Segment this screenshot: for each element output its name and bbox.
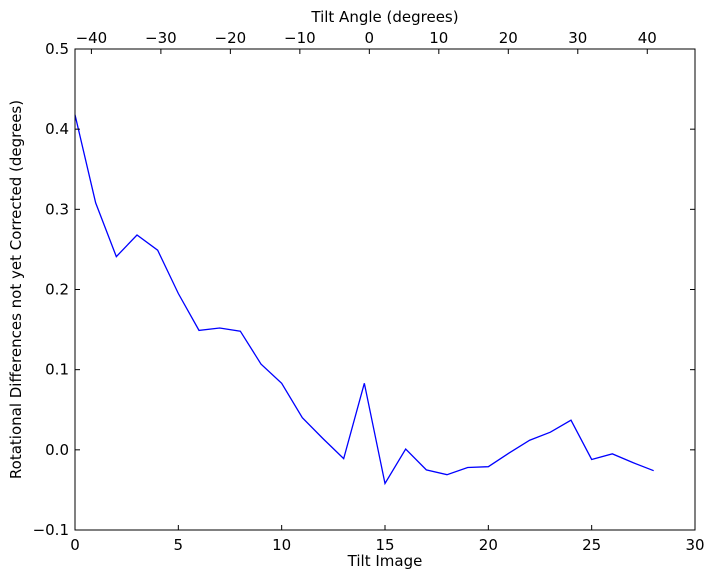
y-tick-label: 0.5 [45,40,69,58]
series-line-0 [74,114,654,486]
y-tick-label: 0.3 [45,200,69,218]
top-x-tick-label: 40 [638,29,657,47]
top-x-tick-label: −10 [284,29,316,47]
top-x-axis-label: Tilt Angle (degrees) [310,8,458,26]
top-x-tick-label: −40 [76,29,108,47]
y-axis-label: Rotational Differences not yet Corrected… [7,100,25,479]
top-x-tick-label: 20 [499,29,518,47]
top-x-tick-label: 0 [365,29,375,47]
x-tick-label: 25 [582,536,601,554]
top-x-tick-label: −20 [215,29,247,47]
x-axis-label: Tilt Image [347,552,423,570]
x-tick-label: 30 [685,536,704,554]
x-tick-label: 10 [272,536,291,554]
y-tick-label: 0.1 [45,361,69,379]
x-tick-label: 15 [375,536,394,554]
y-tick-label: −0.1 [33,521,69,539]
top-x-tick-label: 30 [568,29,587,47]
x-tick-label: 0 [70,536,80,554]
y-tick-label: 0.0 [45,441,69,459]
y-tick-label: 0.2 [45,281,69,299]
top-x-tick-label: 10 [429,29,448,47]
top-x-tick-label: −30 [145,29,177,47]
x-tick-label: 20 [479,536,498,554]
plot-area [74,114,654,486]
tick-marks [74,48,696,531]
y-tick-label: 0.4 [45,120,69,138]
tick-labels: 0 5 10 15 20 25 30 −40 −30 −20 −10 0 10 20 30 40 −0.1 0.0… [33,29,705,554]
axes-frame [74,48,696,531]
x-tick-label: 5 [174,536,184,554]
